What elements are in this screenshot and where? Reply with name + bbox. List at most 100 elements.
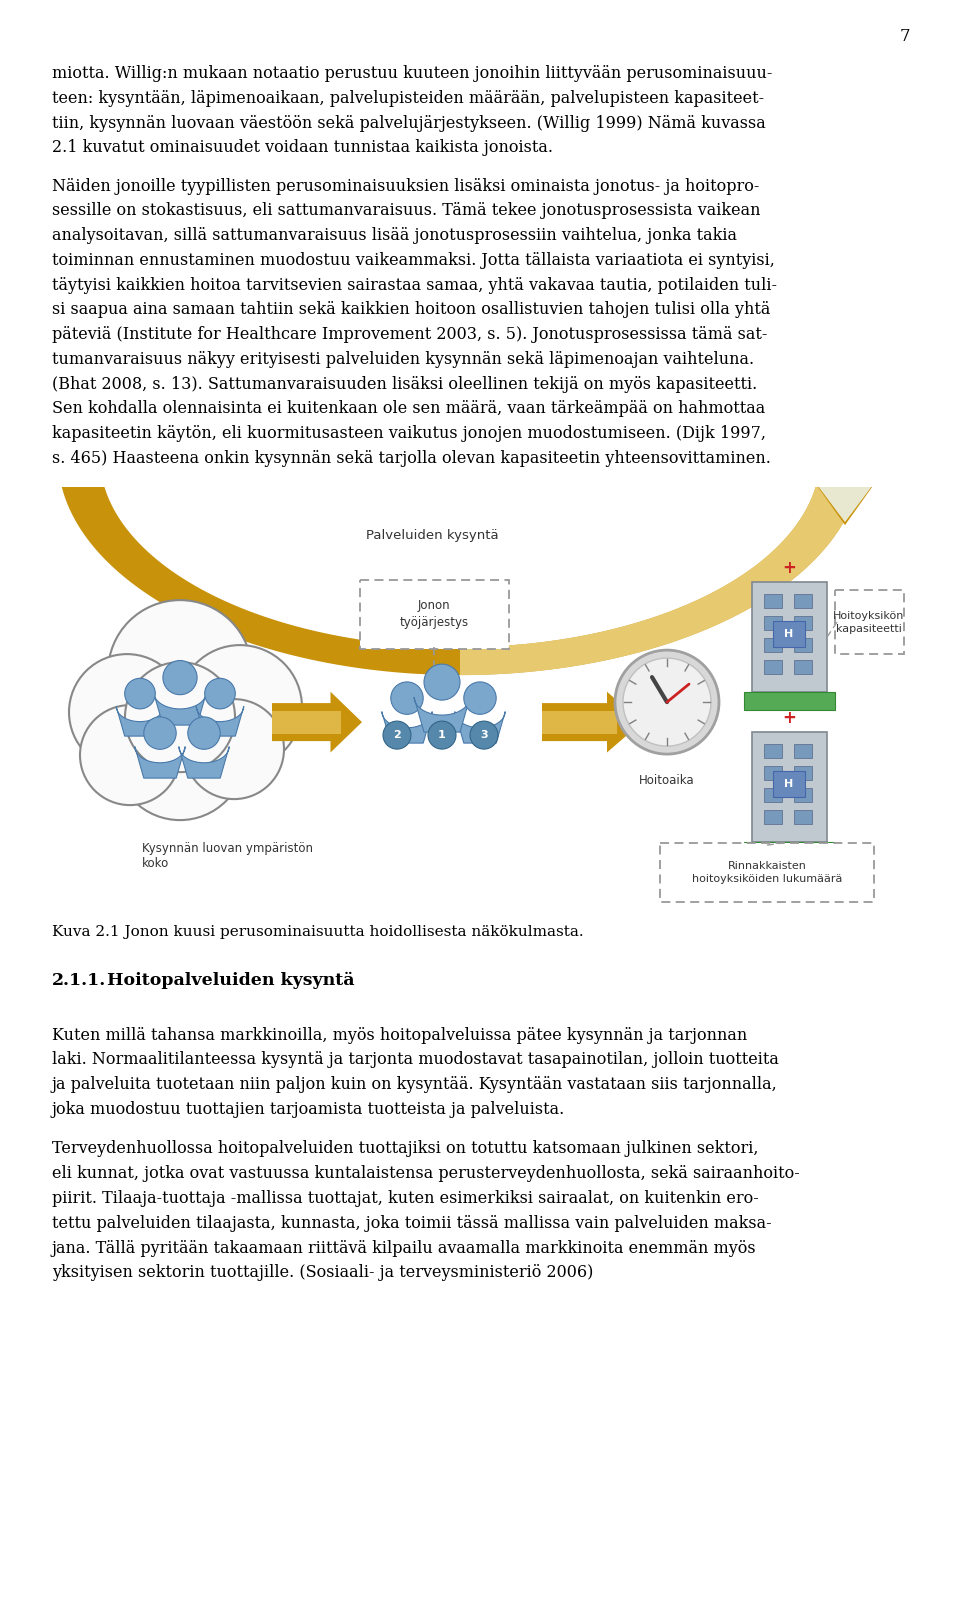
- Text: +: +: [782, 559, 796, 576]
- Text: 7: 7: [900, 27, 910, 45]
- Circle shape: [464, 682, 496, 714]
- Circle shape: [623, 658, 711, 746]
- Text: Hoitoyksikön
kapasiteetti: Hoitoyksikön kapasiteetti: [833, 610, 904, 634]
- Text: päteviä (Institute for Healthcare Improvement 2003, s. 5). Jonotusprosessissa tä: päteviä (Institute for Healthcare Improv…: [52, 327, 767, 343]
- FancyArrow shape: [272, 692, 362, 752]
- Text: Kuva 2.1 Jonon kuusi perusominaisuutta hoidollisesta näkökulmasta.: Kuva 2.1 Jonon kuusi perusominaisuutta h…: [52, 925, 584, 940]
- Text: tumanvaraisuus näkyy erityisesti palveluiden kysynnän sekä läpimenoajan vaihtelu: tumanvaraisuus näkyy erityisesti palvelu…: [52, 351, 755, 368]
- Text: Jonon
työjärjestys: Jonon työjärjestys: [399, 599, 468, 629]
- Text: Hoitoaika: Hoitoaika: [639, 775, 695, 788]
- Polygon shape: [414, 696, 470, 732]
- Polygon shape: [154, 692, 206, 725]
- Polygon shape: [798, 459, 892, 525]
- Circle shape: [424, 664, 460, 700]
- Polygon shape: [455, 711, 505, 743]
- Text: tiin, kysynnän luovaan väestöön sekä palvelujärjestykseen. (Willig 1999) Nämä ku: tiin, kysynnän luovaan väestöön sekä pal…: [52, 115, 766, 131]
- Bar: [764, 810, 782, 825]
- Text: analysoitavan, sillä sattumanvaraisuus lisää jonotusprosessiin vaihtelua, jonka : analysoitavan, sillä sattumanvaraisuus l…: [52, 227, 737, 245]
- Bar: [794, 660, 812, 674]
- Bar: [764, 744, 782, 759]
- Text: 2.1 kuvatut ominaisuudet voidaan tunnistaa kaikista jonoista.: 2.1 kuvatut ominaisuudet voidaan tunnist…: [52, 139, 553, 157]
- Bar: [764, 660, 782, 674]
- Bar: [764, 616, 782, 631]
- FancyBboxPatch shape: [360, 580, 509, 648]
- Text: joka muodostuu tuottajien tarjoamista tuotteista ja palveluista.: joka muodostuu tuottajien tarjoamista tu…: [52, 1101, 565, 1117]
- Circle shape: [470, 720, 498, 749]
- Circle shape: [108, 600, 252, 744]
- Bar: [773, 621, 805, 647]
- Text: ja palveluita tuotetaan niin paljon kuin on kysyntää. Kysyntään vastataan siis t: ja palveluita tuotetaan niin paljon kuin…: [52, 1076, 778, 1093]
- Text: Kuten millä tahansa markkinoilla, myös hoitopalveluissa pätee kysynnän ja tarjon: Kuten millä tahansa markkinoilla, myös h…: [52, 1026, 747, 1044]
- Circle shape: [184, 700, 284, 799]
- Polygon shape: [460, 458, 862, 676]
- Circle shape: [428, 720, 456, 749]
- Circle shape: [69, 655, 185, 770]
- Circle shape: [383, 720, 411, 749]
- Text: jana. Tällä pyritään takaamaan riittävä kilpailu avaamalla markkinoita enemmän m: jana. Tällä pyritään takaamaan riittävä …: [52, 1239, 756, 1257]
- Circle shape: [188, 717, 220, 749]
- Text: si saapua aina samaan tahtiin sekä kaikkien hoitoon osallistuvien tahojen tulisi: si saapua aina samaan tahtiin sekä kaikk…: [52, 301, 770, 319]
- Circle shape: [144, 717, 177, 749]
- Bar: [794, 639, 812, 652]
- Text: teen: kysyntään, läpimenoaikaan, palvelupisteiden määrään, palvelupisteen kapasi: teen: kysyntään, läpimenoaikaan, palvelu…: [52, 90, 764, 107]
- Text: Rinnakkaisten
hoitoyksiköiden lukumäärä: Rinnakkaisten hoitoyksiköiden lukumäärä: [692, 860, 842, 884]
- Bar: [744, 692, 835, 711]
- Text: Terveydenhuollossa hoitopalveluiden tuottajiksi on totuttu katsomaan julkinen se: Terveydenhuollossa hoitopalveluiden tuot…: [52, 1140, 758, 1158]
- FancyArrow shape: [542, 692, 642, 752]
- Bar: [744, 842, 835, 860]
- Text: toiminnan ennustaminen muodostuu vaikeammaksi. Jotta tällaista variaatiota ei sy: toiminnan ennustaminen muodostuu vaikeam…: [52, 251, 775, 269]
- Polygon shape: [382, 711, 432, 743]
- Text: +: +: [782, 709, 796, 727]
- Text: 1: 1: [438, 730, 445, 740]
- Text: s. 465) Haasteena onkin kysynnän sekä tarjolla olevan kapasiteetin yhteensovitta: s. 465) Haasteena onkin kysynnän sekä ta…: [52, 450, 771, 467]
- Text: Hoitopalveluiden kysyntä: Hoitopalveluiden kysyntä: [107, 972, 354, 989]
- Text: Kysynnän luovan ympäristön
koko: Kysynnän luovan ympäristön koko: [142, 842, 313, 869]
- FancyBboxPatch shape: [835, 591, 904, 655]
- Text: yksityisen sektorin tuottajille. (Sosiaali- ja terveysministeriö 2006): yksityisen sektorin tuottajille. (Sosiaa…: [52, 1265, 593, 1281]
- Circle shape: [80, 704, 180, 805]
- Polygon shape: [800, 463, 890, 522]
- Text: laki. Normaalitilanteessa kysyntä ja tarjonta muodostavat tasapainotilan, jolloi: laki. Normaalitilanteessa kysyntä ja tar…: [52, 1052, 779, 1068]
- Bar: [794, 788, 812, 802]
- Text: piirit. Tilaaja-tuottaja -mallissa tuottajat, kuten esimerkiksi sairaalat, on ku: piirit. Tilaaja-tuottaja -mallissa tuott…: [52, 1190, 758, 1207]
- Text: 2.1.1.: 2.1.1.: [52, 972, 107, 989]
- Polygon shape: [196, 706, 244, 736]
- Polygon shape: [58, 458, 862, 676]
- Text: H: H: [784, 778, 794, 789]
- FancyBboxPatch shape: [660, 844, 874, 901]
- FancyArrow shape: [272, 711, 341, 733]
- Bar: [764, 767, 782, 780]
- Text: Näiden jonoille tyypillisten perusominaisuuksien lisäksi ominaista jonotus- ja h: Näiden jonoille tyypillisten perusominai…: [52, 178, 759, 195]
- Text: tettu palveluiden tilaajasta, kunnasta, joka toimii tässä mallissa vain palvelui: tettu palveluiden tilaajasta, kunnasta, …: [52, 1215, 772, 1231]
- FancyArrow shape: [542, 711, 617, 733]
- Circle shape: [204, 679, 235, 709]
- Text: sessille on stokastisuus, eli sattumanvaraisuus. Tämä tekee jonotusprosessista v: sessille on stokastisuus, eli sattumanva…: [52, 202, 760, 219]
- Text: Sen kohdalla olennaisinta ei kuitenkaan ole sen määrä, vaan tärkeämpää on hahmot: Sen kohdalla olennaisinta ei kuitenkaan …: [52, 400, 765, 418]
- Circle shape: [391, 682, 423, 714]
- Text: täytyisi kaikkien hoitoa tarvitsevien sairastaa samaa, yhtä vakavaa tautia, poti: täytyisi kaikkien hoitoa tarvitsevien sa…: [52, 277, 777, 293]
- Circle shape: [163, 661, 197, 695]
- Bar: [752, 732, 827, 842]
- Bar: [794, 744, 812, 759]
- Text: miotta. Willig:n mukaan notaatio perustuu kuuteen jonoihin liittyvään perusomina: miotta. Willig:n mukaan notaatio perustu…: [52, 66, 773, 82]
- Bar: [773, 770, 805, 797]
- Circle shape: [115, 690, 245, 820]
- Bar: [764, 594, 782, 608]
- Text: kapasiteetin käytön, eli kuormitusasteen vaikutus jonojen muodostumiseen. (Dijk : kapasiteetin käytön, eli kuormitusasteen…: [52, 426, 766, 442]
- Polygon shape: [179, 746, 229, 778]
- Bar: [794, 594, 812, 608]
- Circle shape: [615, 650, 719, 754]
- Bar: [794, 810, 812, 825]
- Circle shape: [125, 663, 235, 772]
- Polygon shape: [134, 746, 185, 778]
- Polygon shape: [116, 706, 164, 736]
- Bar: [794, 767, 812, 780]
- Text: H: H: [784, 629, 794, 639]
- Bar: [752, 583, 827, 692]
- Text: eli kunnat, jotka ovat vastuussa kuntalaistensa perusterveydenhuollosta, sekä sa: eli kunnat, jotka ovat vastuussa kuntala…: [52, 1166, 800, 1182]
- Circle shape: [178, 645, 302, 768]
- Text: 3: 3: [480, 730, 488, 740]
- Bar: [794, 616, 812, 631]
- Text: Palveluiden kysyntä: Palveluiden kysyntä: [366, 528, 498, 541]
- Text: 2: 2: [394, 730, 401, 740]
